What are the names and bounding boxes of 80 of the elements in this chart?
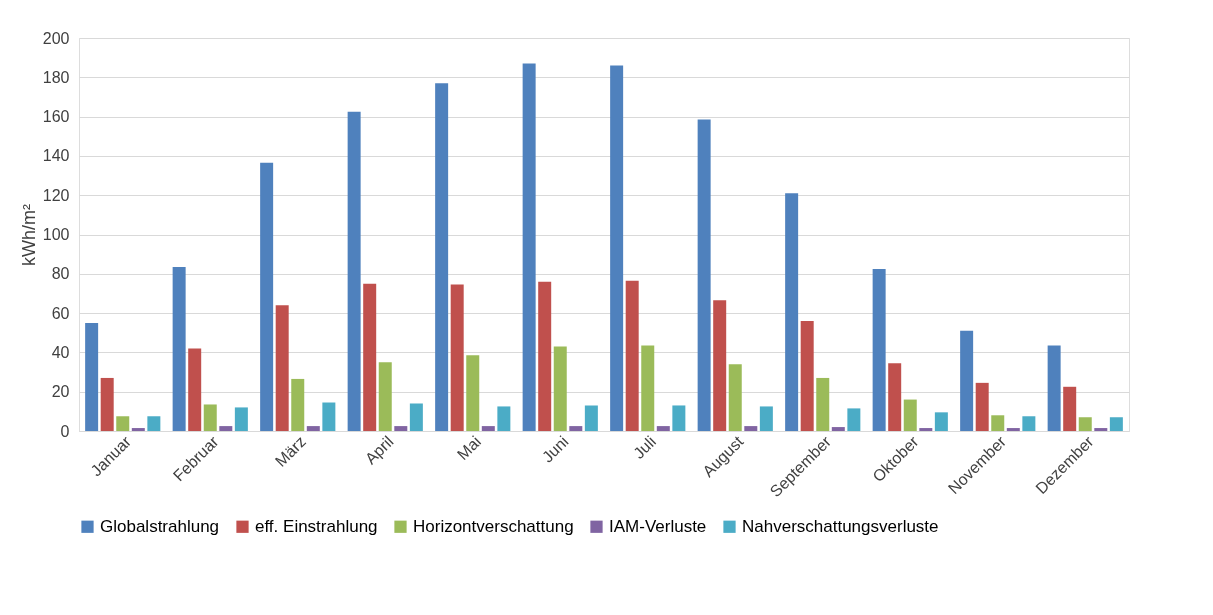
bar (435, 83, 449, 431)
bar (1063, 386, 1077, 431)
bar (116, 416, 130, 431)
y-tick-label: 120 (42, 186, 70, 204)
bar (234, 407, 248, 431)
y-tick-label: 20 (51, 383, 70, 401)
bar (522, 63, 536, 431)
bar (85, 322, 99, 431)
bar (172, 266, 186, 431)
bar (697, 119, 711, 431)
y-tick-label: 160 (42, 108, 70, 126)
bar (610, 65, 624, 431)
legend-label: Nahverschattungsverluste (742, 516, 939, 536)
bar (672, 405, 686, 431)
bar (1022, 416, 1036, 431)
bar (934, 412, 948, 431)
y-tick-label: 180 (42, 68, 70, 86)
bar (409, 403, 423, 431)
bar (553, 346, 567, 431)
bar (538, 281, 552, 431)
bar (378, 362, 392, 431)
y-axis-title: kWh/m² (18, 204, 39, 266)
bar (625, 280, 639, 431)
bar (203, 404, 217, 431)
bar (744, 426, 758, 431)
y-tick-label: 0 (60, 422, 70, 440)
bar (363, 283, 377, 431)
bar (991, 415, 1005, 431)
bar (831, 427, 845, 431)
y-tick-label: 100 (42, 226, 70, 243)
bar (975, 382, 989, 431)
bar (656, 426, 670, 431)
bar (1006, 428, 1020, 431)
x-tick-label: Juli (630, 432, 660, 462)
bar (903, 399, 917, 431)
bar (919, 428, 933, 431)
bar (347, 111, 361, 431)
bar (847, 408, 861, 431)
bar (569, 426, 583, 431)
bar (306, 426, 320, 431)
bar (785, 193, 799, 431)
bar (759, 406, 773, 431)
y-tick-label: 200 (42, 29, 70, 47)
bar (1094, 428, 1108, 431)
bar (188, 348, 202, 431)
bar (322, 402, 336, 431)
bar (713, 300, 727, 431)
bar (394, 426, 408, 431)
bar (641, 345, 655, 431)
x-tick-label: Mai (453, 432, 485, 464)
bar (147, 416, 161, 431)
bar (728, 364, 742, 431)
y-tick-label: 140 (42, 147, 70, 165)
y-tick-label: 40 (51, 343, 70, 361)
bar (497, 406, 511, 431)
bar (291, 378, 305, 431)
y-tick-label: 60 (51, 304, 70, 322)
bar (888, 363, 902, 431)
bar (1047, 345, 1061, 431)
bar (481, 426, 495, 431)
y-tick-label: 80 (51, 265, 70, 283)
legend-label: Horizontverschattung (413, 516, 574, 536)
bar (466, 355, 480, 431)
bar (131, 428, 145, 431)
bar (275, 305, 289, 431)
x-tick-label: Juni (538, 432, 572, 466)
bar (1109, 417, 1123, 431)
legend-label: eff. Einstrahlung (255, 516, 378, 536)
bar (260, 162, 274, 431)
bar (219, 426, 233, 431)
bar (960, 330, 974, 431)
legend-label: Globalstrahlung (100, 516, 220, 536)
bar (872, 268, 886, 431)
bar (816, 377, 830, 431)
bar (450, 284, 464, 431)
bar (100, 377, 114, 431)
bar (584, 405, 598, 431)
bar (1078, 417, 1092, 431)
bar (800, 320, 814, 431)
legend-label: IAM-Verluste (609, 516, 707, 536)
